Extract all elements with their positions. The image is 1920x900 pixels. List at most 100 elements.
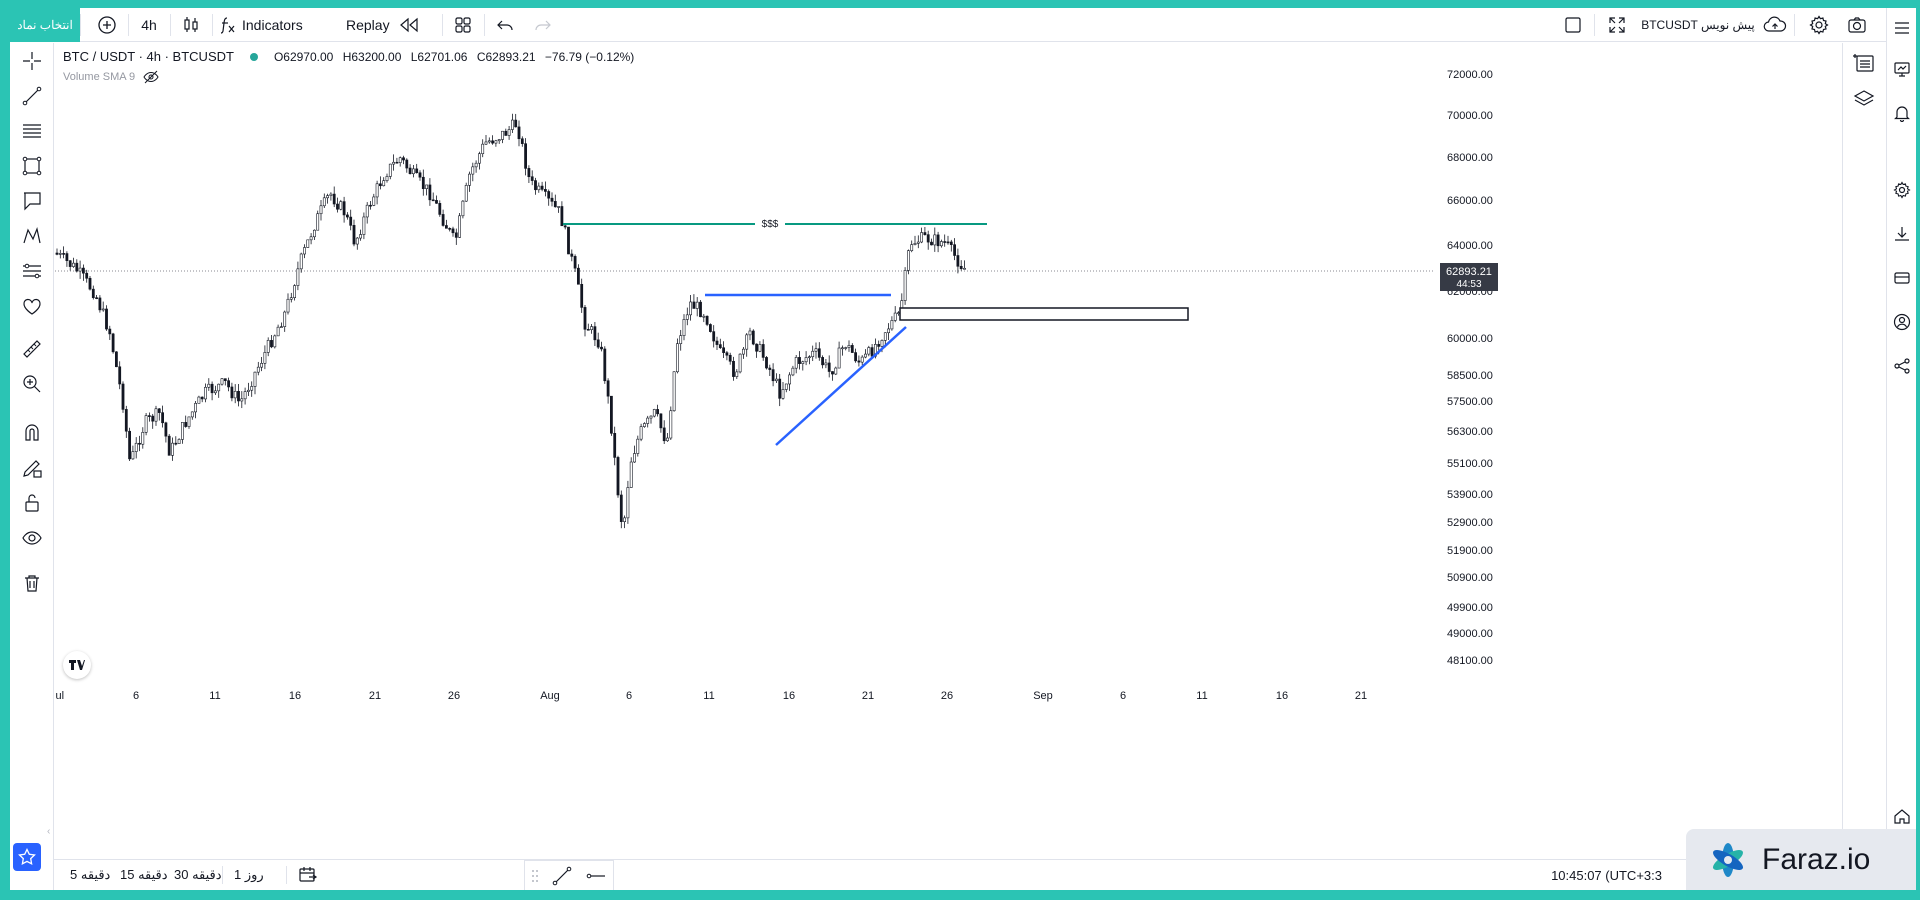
- chart-pane[interactable]: $$$ 72000.00 70000.00 68000.00 66000.00 6400…: [55, 43, 1839, 843]
- watchlist-add-button[interactable]: [1850, 49, 1878, 77]
- candle-body: [114, 351, 118, 368]
- interval-button[interactable]: 4h: [132, 8, 166, 42]
- tradingview-logo[interactable]: [63, 651, 91, 679]
- layout-button[interactable]: [446, 8, 480, 42]
- download-button[interactable]: [1890, 222, 1914, 246]
- timeframe-15m-button[interactable]: 15 دقیقه: [120, 860, 168, 890]
- candle-body: [837, 347, 841, 369]
- remove-drawings-tool[interactable]: [18, 569, 46, 597]
- fib-tool[interactable]: [18, 117, 46, 145]
- add-symbol-button[interactable]: [90, 8, 124, 42]
- candle-body: [543, 189, 547, 192]
- measure-tool[interactable]: [18, 335, 46, 363]
- menu-button[interactable]: [1890, 16, 1914, 40]
- fullscreen-button[interactable]: [1600, 8, 1634, 42]
- lock-drawings-tool[interactable]: [18, 489, 46, 517]
- home-icon: [1894, 809, 1910, 824]
- candle-body: [801, 361, 805, 364]
- fullscreen-mode-button[interactable]: [1556, 8, 1590, 42]
- timeframe-1d-button[interactable]: 1 روز: [234, 860, 264, 890]
- candle-body: [745, 334, 749, 350]
- symbol-search-button[interactable]: انتخاب نماد: [10, 8, 80, 42]
- alerts-button[interactable]: [1890, 101, 1914, 125]
- snapshot-button[interactable]: [1840, 8, 1874, 42]
- price-tick-label: 56300.00: [1447, 426, 1493, 438]
- horizontal-ray-icon[interactable]: [585, 865, 607, 887]
- layers-button[interactable]: [1850, 85, 1878, 113]
- collapse-arrow[interactable]: ‹: [47, 826, 51, 837]
- wallet-button[interactable]: [1890, 266, 1914, 290]
- symbol-title[interactable]: BTC / USDT · 4h · BTCUSDT: [63, 49, 234, 64]
- volume-label[interactable]: Volume SMA 9: [63, 71, 136, 83]
- high-value: H63200.00: [342, 49, 402, 64]
- favorites-star-button[interactable]: [13, 843, 41, 871]
- candle-body: [395, 161, 399, 164]
- share-button[interactable]: [1890, 354, 1914, 378]
- drag-handle-icon[interactable]: [531, 868, 539, 884]
- candle-body: [791, 367, 795, 376]
- price-chart[interactable]: $$$ 72000.00 70000.00 68000.00 66000.00 6400…: [55, 43, 1839, 859]
- candle-body: [672, 371, 676, 412]
- candle-body: [58, 253, 62, 255]
- candle-body: [217, 383, 221, 392]
- pattern-tool[interactable]: [18, 222, 46, 250]
- time-axis[interactable]: Jul 6 11 16 21 26 Aug 6 11 16 21 26 Sep 6 11 16 21: [55, 690, 1367, 702]
- trendline-icon[interactable]: [551, 865, 573, 887]
- trendline-tool[interactable]: [18, 82, 46, 110]
- tv-logo-icon: [69, 660, 85, 670]
- magnet-tool[interactable]: [18, 419, 46, 447]
- undo-button[interactable]: [488, 8, 522, 42]
- redo-button[interactable]: [526, 8, 560, 42]
- indicators-button[interactable]: Indicators: [218, 8, 318, 42]
- zoom-tool[interactable]: [18, 370, 46, 398]
- candle-body: [649, 415, 653, 419]
- timeframe-1d-label: 1 روز: [234, 867, 264, 882]
- replay-button[interactable]: Replay: [346, 8, 436, 42]
- settings-button[interactable]: [1802, 8, 1836, 42]
- favorites-tool[interactable]: [18, 292, 46, 320]
- chart-settings-button[interactable]: [1890, 178, 1914, 202]
- timeframe-30m-button[interactable]: 30 دقیقه: [174, 860, 222, 890]
- profile-button[interactable]: [1890, 310, 1914, 334]
- eye-crossed-icon[interactable]: [143, 70, 159, 84]
- candle-body: [557, 206, 561, 208]
- prediction-tool[interactable]: [18, 257, 46, 285]
- candle-body: [537, 185, 541, 191]
- candle-body: [860, 356, 864, 363]
- candle-body: [382, 180, 386, 187]
- time-tick-label: 6: [1120, 690, 1126, 702]
- time-tick-label: 6: [626, 690, 632, 702]
- candle-body: [362, 216, 366, 235]
- crosshair-icon: [23, 52, 41, 70]
- ideas-button[interactable]: [1890, 57, 1914, 81]
- home-button[interactable]: [1890, 804, 1914, 828]
- candle-body: [583, 307, 587, 330]
- time-tick-label: 6: [133, 690, 139, 702]
- candle-body: [804, 357, 808, 363]
- current-price-value: 62893.21: [1446, 266, 1492, 278]
- candle-body: [758, 344, 762, 352]
- shape-tool[interactable]: [18, 152, 46, 180]
- candle-body: [365, 204, 369, 218]
- order-block-box[interactable]: [899, 307, 1189, 321]
- candle-body: [431, 199, 435, 202]
- save-layout-button[interactable]: BTCUSDT پیش نویس: [1640, 8, 1788, 42]
- pencil-lock-icon: [23, 460, 42, 478]
- candle-body: [718, 344, 722, 349]
- candle-body: [514, 119, 518, 128]
- ascending-trendline[interactable]: [775, 326, 907, 446]
- stay-in-drawing-tool[interactable]: [18, 454, 46, 482]
- candle-body: [540, 185, 544, 190]
- annotation-tool[interactable]: [18, 187, 46, 215]
- timeframe-5m-button[interactable]: 5 دقیقه: [70, 860, 110, 890]
- candle-body: [243, 391, 247, 400]
- price-axis[interactable]: 72000.00 70000.00 68000.00 66000.00 64000.00…: [1447, 69, 1493, 667]
- candle-body: [827, 362, 831, 372]
- square-icon: [1565, 17, 1581, 33]
- candle-body: [609, 395, 613, 434]
- chart-type-button[interactable]: [174, 8, 208, 42]
- date-range-button[interactable]: [298, 860, 318, 890]
- crosshair-tool[interactable]: [18, 47, 46, 75]
- hide-drawings-tool[interactable]: [18, 524, 46, 552]
- clock-readout[interactable]: 10:45:07 (UTC+3:3: [1551, 860, 1662, 890]
